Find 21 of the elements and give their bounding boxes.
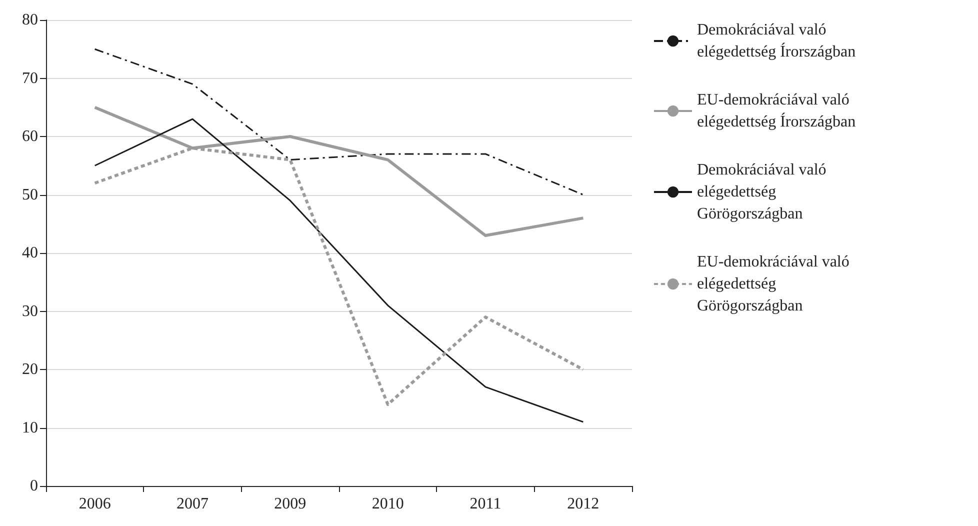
- y-tick-label: 10: [22, 419, 38, 436]
- y-tick-label: 80: [22, 12, 38, 28]
- line-series: [94, 48, 584, 196]
- legend-label: Demokráciával való elégedettség Írországban: [697, 22, 856, 60]
- x-tick-label: 2009: [274, 496, 306, 512]
- y-tick-label: 70: [22, 70, 38, 87]
- x-tick-label: 2006: [78, 496, 111, 512]
- x-tick-label: 2012: [567, 496, 600, 512]
- line-series: [94, 118, 584, 423]
- y-tick-label: 20: [22, 361, 38, 378]
- legend-label: EU-demokráciával való elégedettség Írországban: [697, 92, 856, 130]
- legend-label: Demokráciával való elégedettség Görögországban: [697, 162, 826, 222]
- y-tick-label: 30: [22, 302, 38, 320]
- x-tick-label: 2010: [372, 496, 404, 512]
- x-tick-label: 2007: [176, 496, 208, 512]
- x-tick-label: 2011: [470, 496, 502, 512]
- y-tick-label: 40: [22, 244, 38, 262]
- legend-label: EU-demokráciával való elégedettség Görögországban: [697, 254, 850, 314]
- y-tick-label: 0: [30, 478, 38, 494]
- y-tick-label: 60: [22, 128, 38, 145]
- y-tick-label: 50: [22, 186, 38, 204]
